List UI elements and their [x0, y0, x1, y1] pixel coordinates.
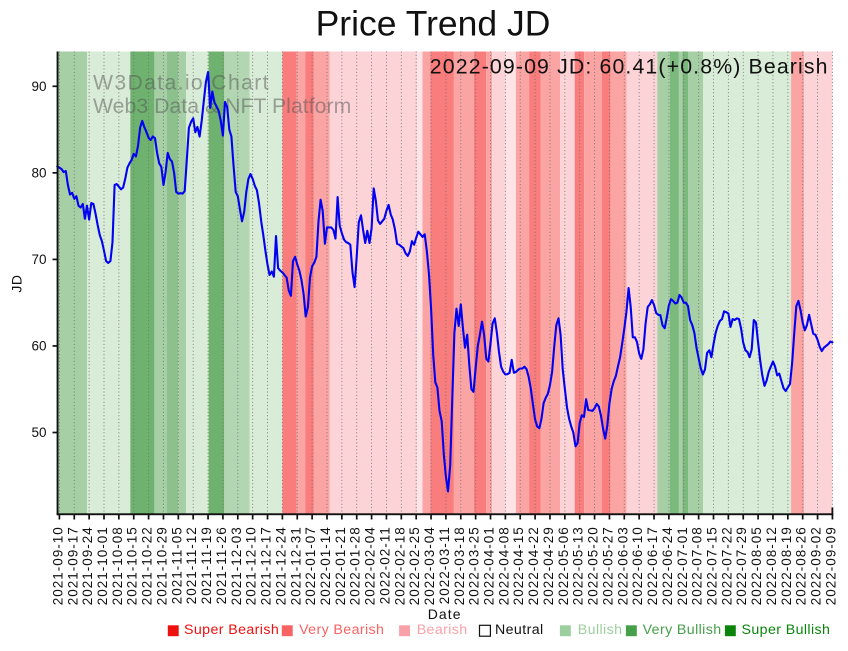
- svg-text:2021-12-10: 2021-12-10: [244, 526, 259, 605]
- svg-text:Date: Date: [428, 606, 462, 622]
- svg-text:2022-06-10: 2022-06-10: [630, 526, 645, 605]
- svg-text:2022-08-05: 2022-08-05: [749, 526, 764, 605]
- svg-text:2022-06-24: 2022-06-24: [660, 526, 675, 605]
- svg-text:2022-08-19: 2022-08-19: [779, 526, 794, 605]
- svg-text:2021-11-26: 2021-11-26: [214, 526, 229, 604]
- svg-text:90: 90: [31, 79, 46, 94]
- svg-text:2022-05-06: 2022-05-06: [556, 526, 571, 605]
- svg-text:2021-09-10: 2021-09-10: [50, 526, 65, 605]
- svg-text:2021-11-12: 2021-11-12: [184, 526, 199, 604]
- svg-text:80: 80: [31, 166, 46, 181]
- svg-text:2022-05-27: 2022-05-27: [600, 526, 615, 605]
- svg-text:2022-02-11: 2022-02-11: [377, 526, 392, 604]
- svg-text:2021-12-31: 2021-12-31: [288, 526, 303, 605]
- svg-text:50: 50: [31, 425, 46, 440]
- svg-text:2022-04-01: 2022-04-01: [482, 526, 497, 605]
- svg-text:2022-07-15: 2022-07-15: [705, 526, 720, 605]
- svg-text:2021-10-22: 2021-10-22: [140, 526, 155, 605]
- svg-text:2022-03-18: 2022-03-18: [452, 526, 467, 605]
- svg-text:2022-02-25: 2022-02-25: [407, 526, 422, 605]
- svg-text:Very Bearish: Very Bearish: [299, 622, 384, 638]
- svg-text:2022-05-20: 2022-05-20: [586, 526, 601, 605]
- svg-text:60: 60: [31, 339, 46, 354]
- svg-text:2022-06-03: 2022-06-03: [615, 526, 630, 605]
- svg-text:2022-01-21: 2022-01-21: [333, 526, 348, 605]
- svg-text:2021-10-01: 2021-10-01: [95, 526, 110, 605]
- svg-text:2022-03-04: 2022-03-04: [422, 526, 437, 605]
- svg-text:2022-07-22: 2022-07-22: [719, 526, 734, 605]
- svg-text:2022-03-11: 2022-03-11: [437, 526, 452, 604]
- svg-text:Web3 Data & NFT Platform: Web3 Data & NFT Platform: [93, 95, 351, 118]
- svg-text:2021-11-19: 2021-11-19: [199, 526, 214, 604]
- svg-text:Bullish: Bullish: [578, 622, 623, 638]
- svg-text:70: 70: [31, 252, 46, 267]
- svg-text:2022-07-29: 2022-07-29: [734, 526, 749, 605]
- svg-text:Bearish: Bearish: [417, 622, 468, 638]
- svg-text:2022-09-02: 2022-09-02: [809, 526, 824, 605]
- svg-text:Super Bullish: Super Bullish: [742, 622, 831, 638]
- svg-text:2021-10-29: 2021-10-29: [154, 526, 169, 605]
- svg-text:Price Trend JD: Price Trend JD: [316, 4, 551, 44]
- svg-text:2021-09-24: 2021-09-24: [80, 526, 95, 605]
- svg-text:JD: JD: [9, 274, 25, 292]
- svg-text:2022-09-09: 2022-09-09: [823, 526, 838, 605]
- svg-text:2021-12-03: 2021-12-03: [229, 526, 244, 605]
- svg-text:2022-08-26: 2022-08-26: [794, 526, 809, 605]
- svg-text:2022-04-22: 2022-04-22: [526, 526, 541, 605]
- svg-text:Neutral: Neutral: [495, 622, 544, 638]
- svg-text:2022-04-08: 2022-04-08: [496, 526, 511, 605]
- svg-text:2021-11-05: 2021-11-05: [169, 526, 184, 604]
- svg-text:2021-09-17: 2021-09-17: [65, 526, 80, 605]
- svg-text:2022-08-12: 2022-08-12: [764, 526, 779, 605]
- svg-text:2022-01-28: 2022-01-28: [348, 526, 363, 605]
- svg-text:2022-01-14: 2022-01-14: [318, 526, 333, 605]
- svg-text:2022-04-15: 2022-04-15: [511, 526, 526, 605]
- svg-text:2021-12-24: 2021-12-24: [273, 526, 288, 605]
- svg-text:2022-06-17: 2022-06-17: [645, 526, 660, 605]
- svg-text:2021-12-17: 2021-12-17: [259, 526, 274, 605]
- svg-text:2022-02-18: 2022-02-18: [392, 526, 407, 605]
- svg-text:Very Bullish: Very Bullish: [643, 622, 722, 638]
- svg-text:2021-10-08: 2021-10-08: [110, 526, 125, 605]
- svg-text:2022-09-09 JD: 60.41(+0.8%) Be: 2022-09-09 JD: 60.41(+0.8%) Bearish: [430, 54, 829, 78]
- svg-text:2022-05-13: 2022-05-13: [571, 526, 586, 605]
- svg-text:2022-07-08: 2022-07-08: [690, 526, 705, 605]
- svg-text:Super Bearish: Super Bearish: [184, 622, 279, 638]
- svg-text:2022-07-01: 2022-07-01: [675, 526, 690, 605]
- svg-text:2021-10-15: 2021-10-15: [125, 526, 140, 605]
- svg-text:2022-04-29: 2022-04-29: [541, 526, 556, 605]
- svg-text:2022-01-07: 2022-01-07: [303, 526, 318, 605]
- svg-text:2022-02-04: 2022-02-04: [363, 526, 378, 605]
- svg-text:W3Data.io Chart: W3Data.io Chart: [93, 72, 270, 95]
- svg-text:2022-03-25: 2022-03-25: [467, 526, 482, 605]
